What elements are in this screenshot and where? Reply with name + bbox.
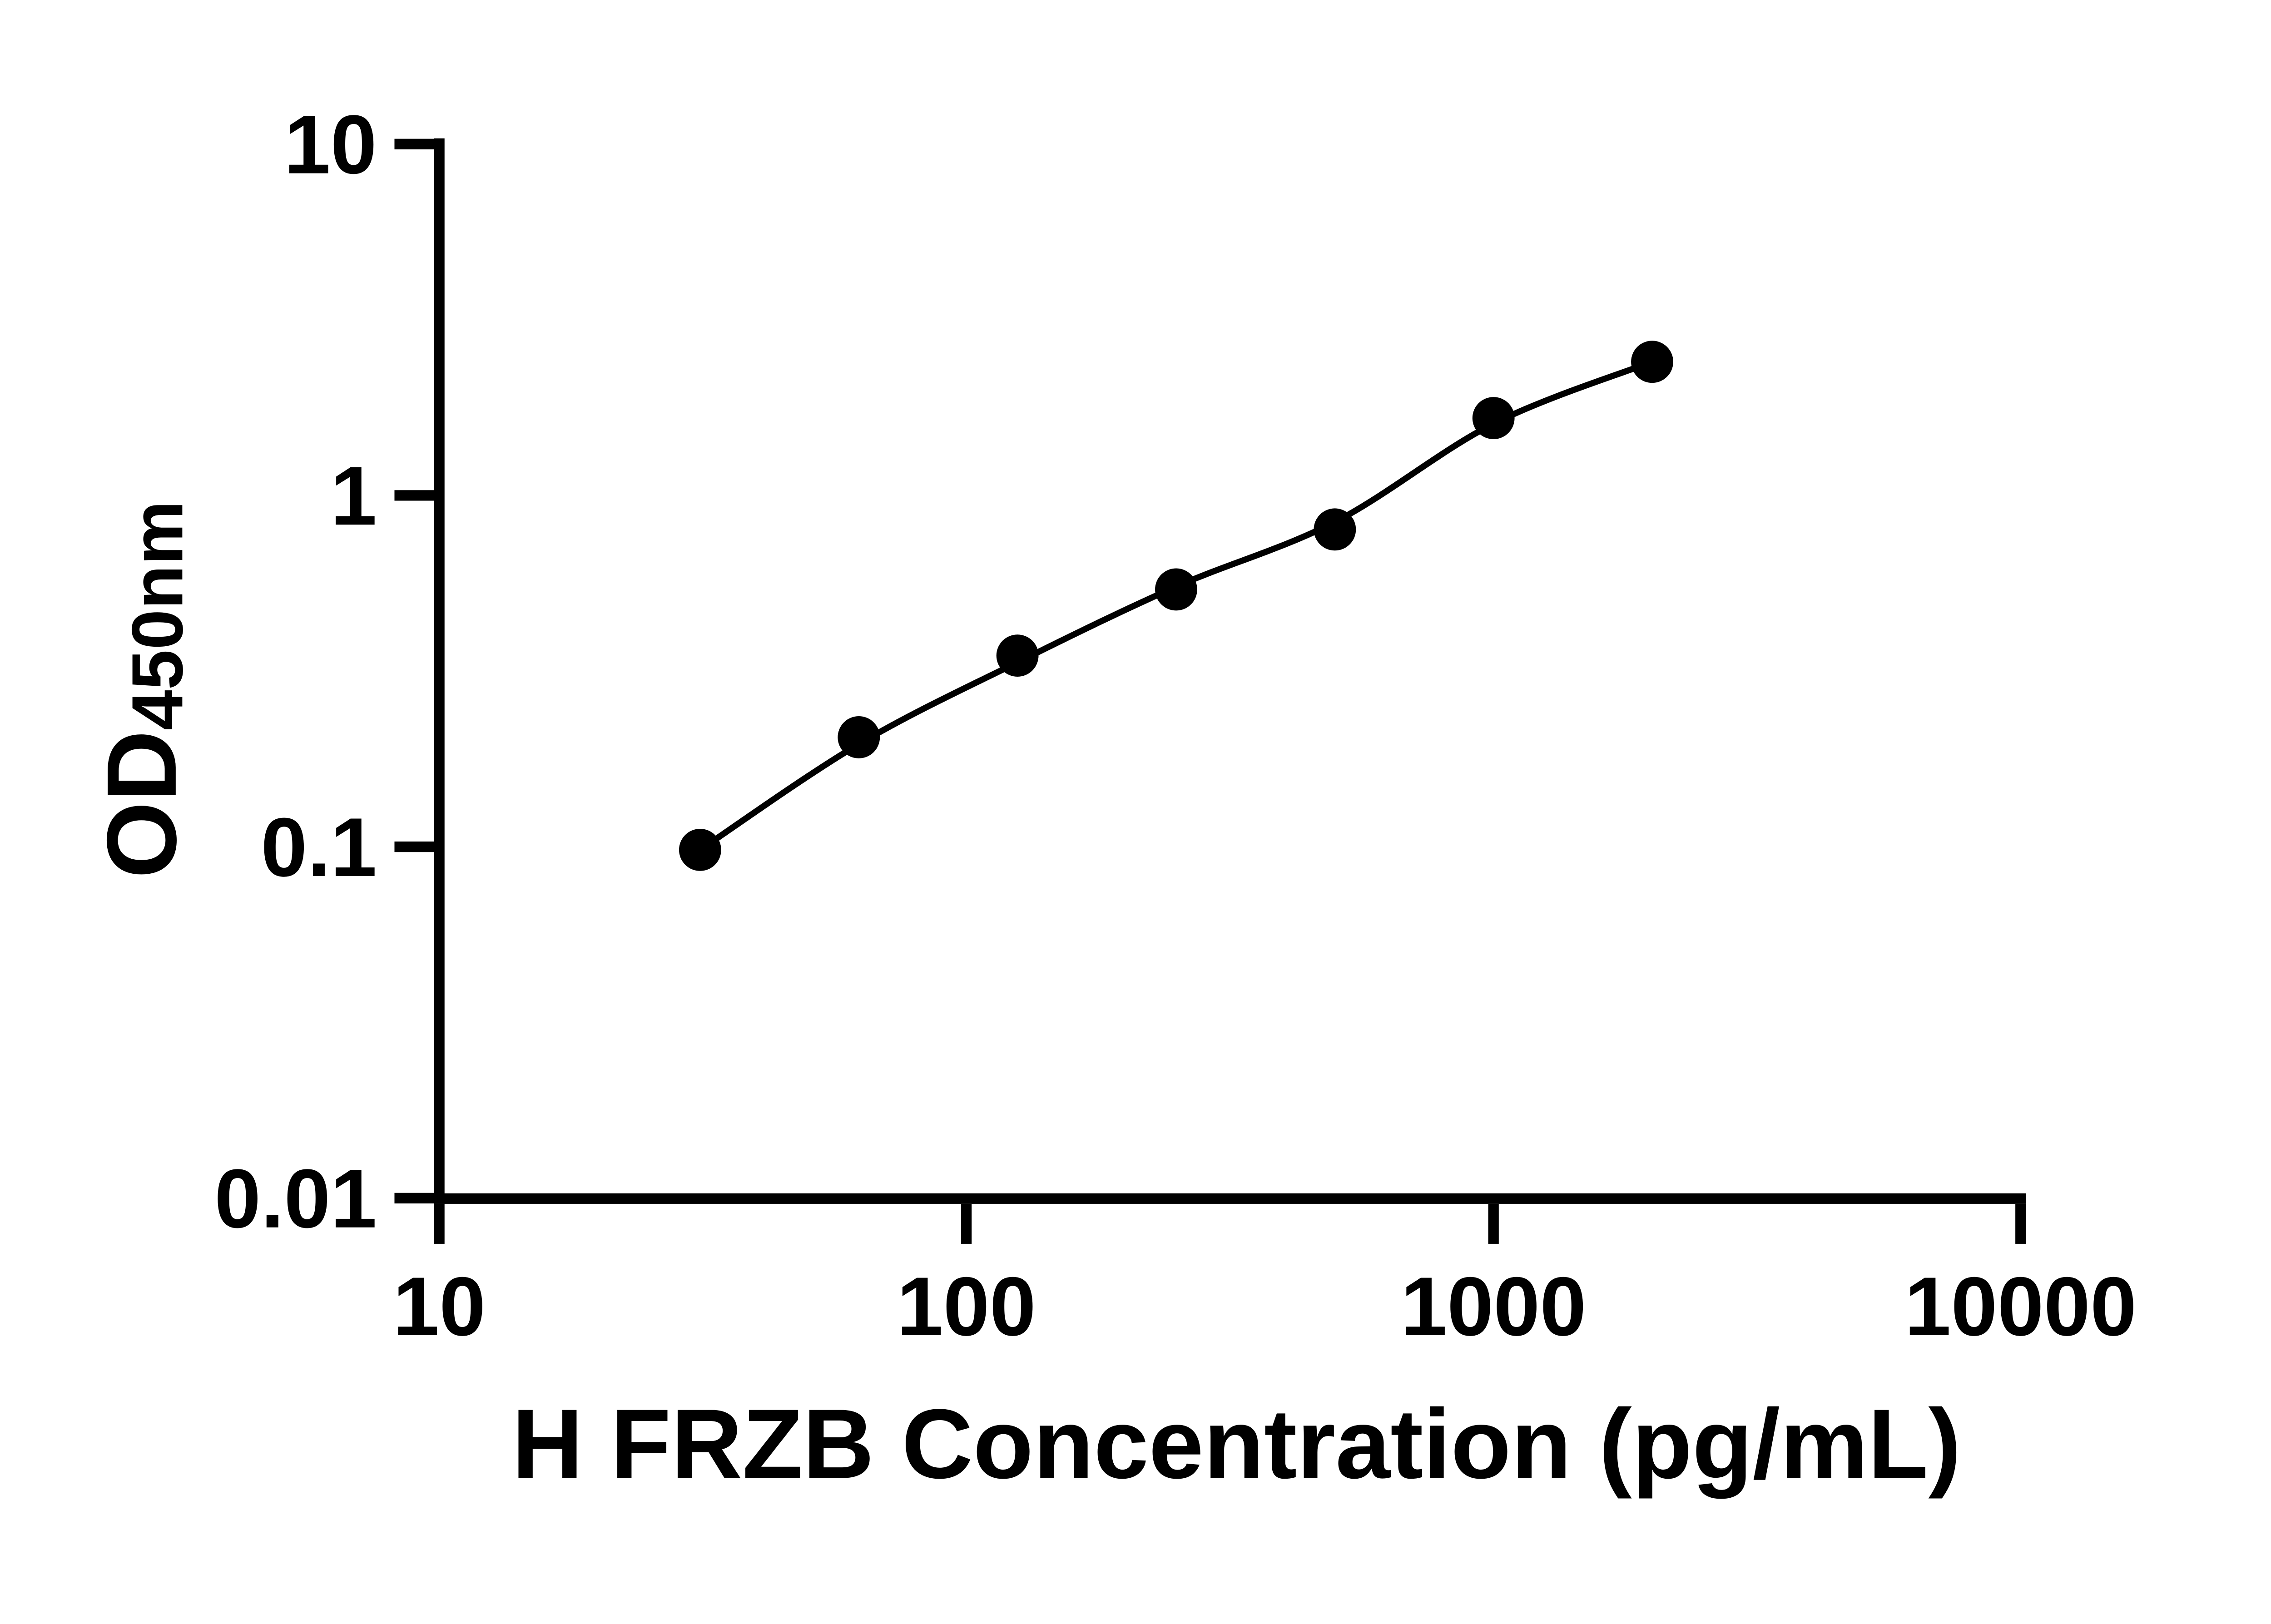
x-tick-label: 10 bbox=[393, 1260, 486, 1353]
plot-background bbox=[0, 0, 2271, 1570]
y-axis-title-main: OD bbox=[87, 730, 197, 878]
y-tick-label: 0.01 bbox=[214, 1152, 377, 1245]
y-tick-label: 1 bbox=[331, 449, 377, 542]
standard-curve-figure: 10 1 0.1 0.01 10 100 1000 10000 H FRZB Concentra… bbox=[0, 0, 2271, 1570]
y-tick bbox=[394, 139, 434, 149]
data-point bbox=[1314, 508, 1356, 551]
data-point bbox=[1631, 341, 1673, 383]
y-tick-label: 0.1 bbox=[261, 801, 377, 894]
y-axis-line bbox=[434, 138, 445, 1204]
x-axis-line bbox=[434, 1193, 2026, 1204]
data-point bbox=[996, 634, 1039, 677]
x-tick-label: 10000 bbox=[1904, 1260, 2137, 1353]
y-tick-label: 10 bbox=[284, 98, 377, 191]
y-axis-title-subscript: 450nm bbox=[117, 500, 198, 730]
data-point bbox=[838, 716, 880, 758]
x-tick bbox=[434, 1203, 445, 1244]
data-point bbox=[1155, 568, 1197, 611]
y-tick bbox=[394, 841, 434, 852]
y-tick bbox=[394, 490, 434, 501]
x-tick bbox=[2015, 1203, 2026, 1244]
x-axis-title: H FRZB Concentration (pg/mL) bbox=[512, 1389, 1961, 1499]
x-tick-label: 1000 bbox=[1401, 1260, 1587, 1353]
y-tick bbox=[394, 1193, 434, 1203]
x-tick bbox=[1488, 1203, 1499, 1244]
x-tick bbox=[961, 1203, 972, 1244]
data-point bbox=[1472, 397, 1515, 440]
data-point bbox=[679, 828, 721, 871]
x-tick-label: 100 bbox=[897, 1260, 1036, 1353]
y-axis-title: OD450nm bbox=[87, 500, 198, 878]
